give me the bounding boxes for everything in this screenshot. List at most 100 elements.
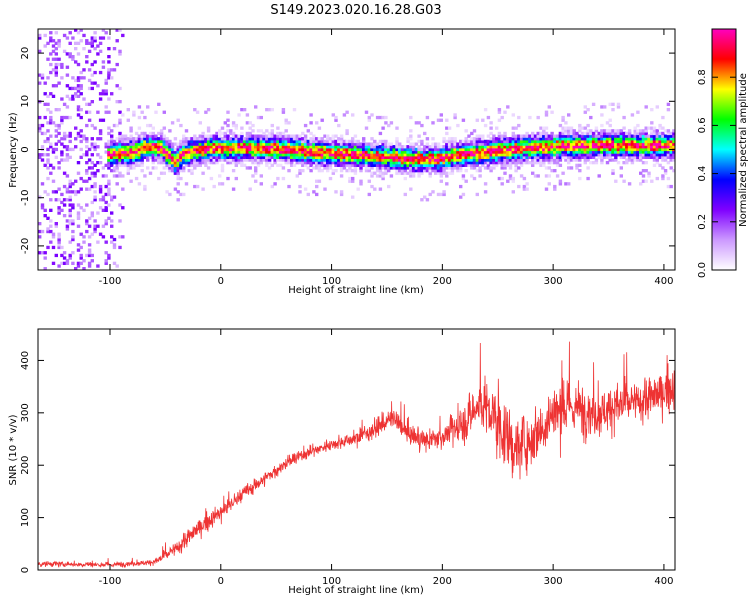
spectrogram-cell bbox=[428, 145, 432, 149]
spectrogram-cell bbox=[439, 171, 443, 175]
spectrogram-cell bbox=[65, 190, 70, 194]
spectrogram-cell bbox=[439, 150, 443, 154]
spectrogram-cell bbox=[658, 163, 662, 167]
spectrogram-cell bbox=[425, 137, 430, 141]
spectrogram-cell bbox=[414, 166, 419, 170]
spectrogram-cell bbox=[672, 145, 675, 149]
spectrogram-cell bbox=[666, 145, 671, 149]
spectrogram-cell bbox=[572, 153, 576, 157]
spectrogram-cell bbox=[644, 134, 648, 138]
spectrogram-cell bbox=[522, 150, 527, 154]
spectrogram-cell bbox=[79, 245, 83, 250]
spectrogram-cell bbox=[539, 155, 543, 159]
spectrogram-cell bbox=[237, 137, 241, 141]
spectrogram-cell bbox=[309, 147, 313, 152]
spectrogram-cell bbox=[503, 158, 507, 162]
spectrogram-cell bbox=[655, 176, 659, 181]
spectrogram-cell bbox=[497, 158, 502, 162]
spectrogram-cell bbox=[531, 161, 535, 165]
spectrogram-cell bbox=[611, 134, 615, 138]
spectrogram-cell bbox=[118, 171, 122, 175]
spectrogram-cell bbox=[539, 134, 543, 138]
spectrogram-cell bbox=[362, 155, 366, 159]
spectrogram-cell bbox=[154, 110, 158, 114]
spectrogram-cell bbox=[265, 147, 269, 152]
spectrogram-cell bbox=[65, 155, 70, 159]
spectrogram-cell bbox=[600, 137, 604, 141]
spectrogram-cell bbox=[104, 150, 108, 154]
spectrogram-cell bbox=[79, 70, 83, 75]
spectrogram-cell bbox=[351, 139, 355, 144]
spectrogram-cell bbox=[218, 129, 222, 133]
spectrogram-cell bbox=[630, 139, 635, 144]
spectrogram-cell bbox=[276, 147, 280, 152]
spectrogram-cell bbox=[187, 147, 191, 152]
spectrogram-cell bbox=[68, 147, 72, 152]
spectrogram-cell bbox=[411, 163, 416, 167]
spectrogram-cell bbox=[392, 150, 396, 154]
spectrogram-cells bbox=[38, 29, 675, 270]
spectrogram-cell bbox=[40, 251, 45, 255]
spectrogram-cell bbox=[218, 174, 222, 178]
spectrogram-cell bbox=[348, 169, 352, 173]
spectrogram-cell bbox=[240, 150, 244, 154]
spectrogram-cell bbox=[453, 161, 457, 165]
spectrogram-cell bbox=[337, 137, 341, 141]
spectrogram-cell bbox=[434, 166, 438, 170]
spectrogram-cell bbox=[140, 142, 144, 146]
spectrogram-cell bbox=[87, 166, 92, 170]
spectrogram-cell bbox=[555, 163, 560, 167]
spectrogram-x-tick-label: 300 bbox=[544, 276, 563, 287]
spectrogram-cell bbox=[279, 137, 283, 141]
spectrogram-cell bbox=[85, 39, 89, 43]
spectrogram-cell bbox=[470, 158, 474, 162]
spectrogram-cell bbox=[423, 150, 427, 154]
spectrogram-cell bbox=[439, 174, 443, 178]
spectrogram-cell bbox=[176, 145, 180, 149]
spectrogram-cell bbox=[400, 161, 405, 165]
spectrogram-cell bbox=[564, 155, 568, 159]
spectrogram-cell bbox=[254, 134, 258, 138]
spectrogram-cell bbox=[62, 214, 67, 218]
spectrogram-cell bbox=[140, 147, 144, 152]
spectrogram-cell bbox=[389, 142, 394, 146]
spectrogram-cell bbox=[572, 137, 576, 141]
spectrogram-cell bbox=[206, 108, 211, 112]
spectrogram-cell bbox=[655, 153, 659, 157]
spectrogram-cell bbox=[218, 155, 222, 159]
spectrogram-cell bbox=[414, 155, 419, 159]
spectrogram-cell bbox=[82, 267, 86, 270]
spectrogram-cell bbox=[342, 113, 347, 117]
spectrogram-cell bbox=[644, 139, 648, 144]
spectrogram-cell bbox=[215, 137, 219, 141]
spectrogram-cell bbox=[450, 169, 455, 173]
spectrogram-cell bbox=[190, 161, 194, 165]
spectrogram-cell bbox=[242, 158, 247, 162]
spectrogram-cell bbox=[292, 139, 297, 144]
spectrogram-cell bbox=[245, 155, 250, 159]
spectrogram-cell bbox=[503, 110, 507, 114]
spectrogram-cell bbox=[162, 155, 166, 159]
spectrogram-cell bbox=[193, 158, 197, 162]
spectrogram-cell bbox=[245, 113, 250, 117]
spectrogram-cell bbox=[442, 147, 446, 152]
spectrogram-cell bbox=[417, 134, 421, 138]
spectrogram-cell bbox=[162, 137, 166, 141]
spectrogram-cell bbox=[497, 131, 502, 136]
spectrogram-cell bbox=[240, 158, 244, 162]
spectrogram-cell bbox=[101, 118, 106, 122]
spectrogram-cell bbox=[85, 145, 89, 149]
spectrogram-cell bbox=[619, 142, 623, 146]
spectrogram-cell bbox=[85, 150, 89, 154]
spectrogram-cell bbox=[517, 155, 521, 159]
spectrogram-x-tick-label: 200 bbox=[433, 276, 452, 287]
spectrogram-cell bbox=[315, 155, 319, 159]
spectrogram-cell bbox=[193, 153, 197, 157]
spectrogram-cell bbox=[492, 155, 496, 159]
spectrogram-cell bbox=[49, 240, 53, 244]
spectrogram-cell bbox=[547, 105, 551, 109]
spectrogram-cell bbox=[672, 142, 675, 146]
spectrogram-cell bbox=[495, 153, 499, 157]
spectrogram-cell bbox=[218, 134, 222, 138]
